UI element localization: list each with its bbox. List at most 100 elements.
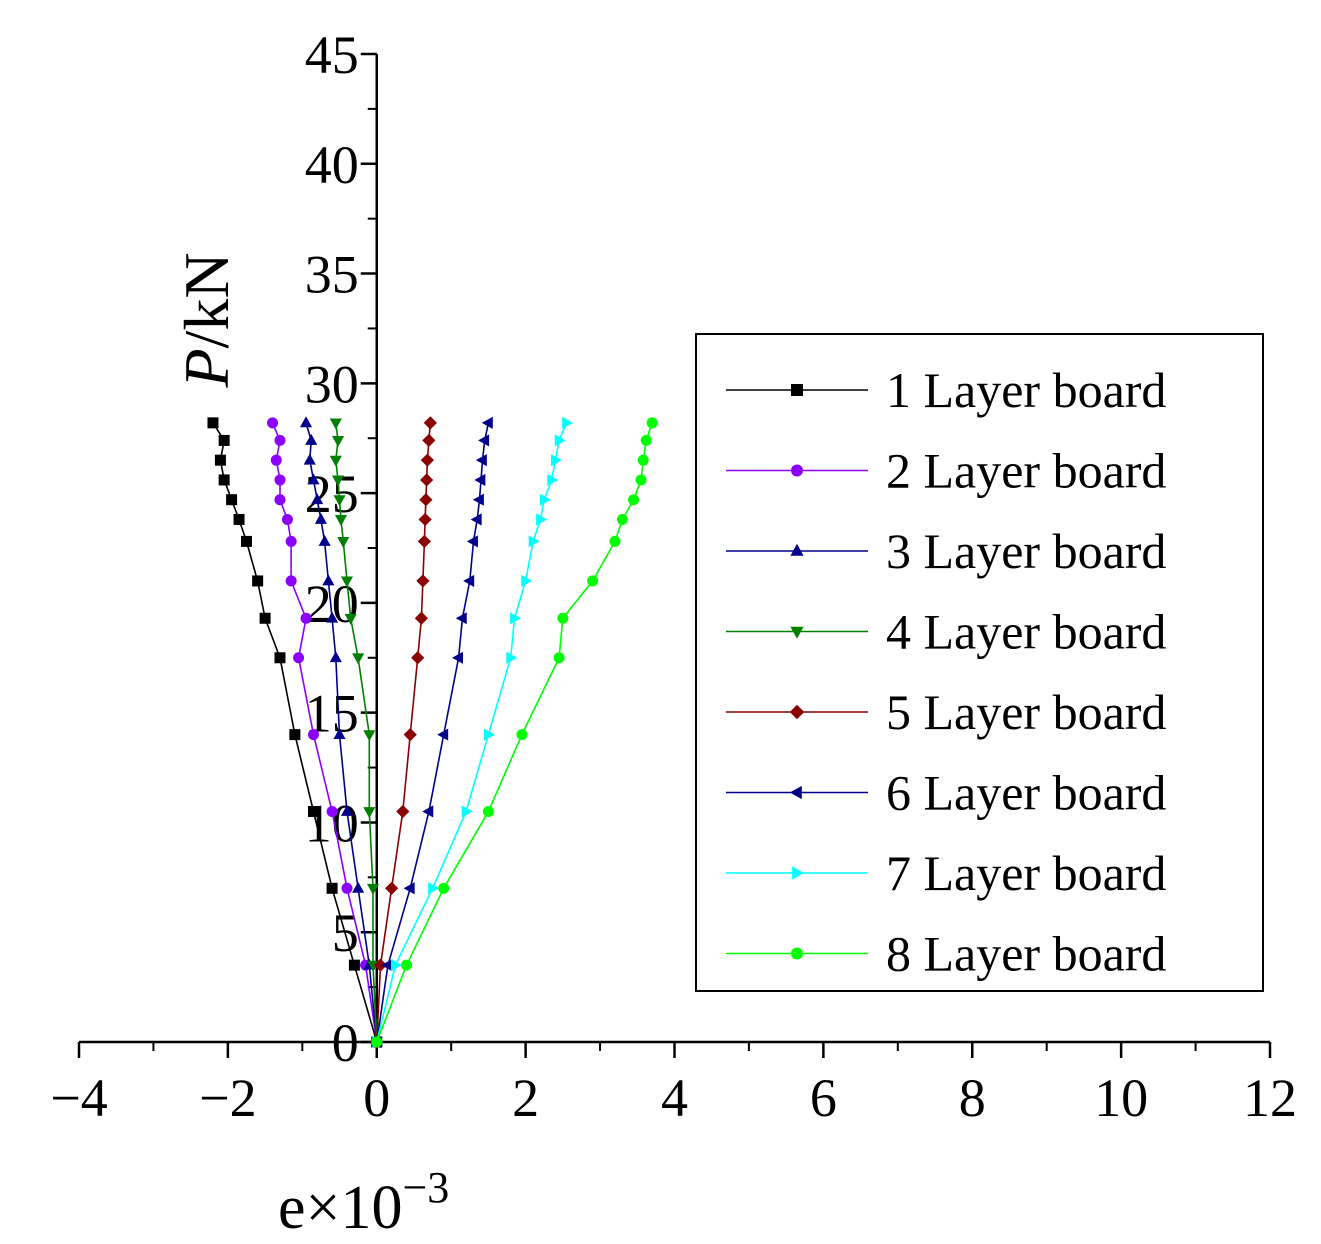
- series-4: [329, 418, 383, 1049]
- y-axis-title: P/kN: [171, 252, 242, 388]
- data-point: [218, 434, 230, 446]
- data-point: [331, 436, 345, 448]
- data-point: [510, 612, 522, 625]
- legend-swatch-marker: [789, 785, 802, 800]
- data-point: [371, 1036, 383, 1048]
- data-point: [422, 805, 434, 818]
- legend-label: 4 Layer board: [886, 604, 1166, 660]
- data-point: [455, 612, 467, 625]
- data-point: [326, 611, 339, 623]
- data-point: [481, 416, 493, 429]
- data-point: [420, 473, 434, 487]
- data-point: [274, 652, 286, 664]
- data-point: [401, 959, 413, 971]
- legend-label: 3 Layer board: [886, 523, 1166, 579]
- data-point: [554, 434, 566, 447]
- data-point: [329, 455, 342, 467]
- data-point: [521, 574, 533, 587]
- data-point: [340, 576, 354, 588]
- data-point: [420, 453, 434, 467]
- data-point: [366, 883, 380, 895]
- data-point: [536, 513, 548, 526]
- x-axis-title: e×10−3: [278, 1163, 449, 1242]
- x-axis-title-exponent: −3: [402, 1163, 449, 1212]
- data-point: [423, 416, 437, 430]
- data-point: [214, 454, 226, 466]
- data-point: [352, 881, 365, 893]
- data-point: [218, 474, 230, 486]
- data-point: [461, 805, 473, 818]
- legend-swatch-marker: [789, 704, 805, 720]
- data-point: [341, 882, 353, 894]
- x-tick-label: 4: [661, 1068, 688, 1128]
- data-point: [274, 474, 286, 486]
- data-point: [416, 574, 430, 588]
- data-point: [516, 729, 528, 741]
- data-point: [344, 613, 357, 625]
- y-tick-label: 45: [305, 25, 359, 85]
- data-point: [300, 612, 312, 624]
- data-point: [403, 882, 415, 895]
- data-point: [259, 612, 271, 624]
- x-tick-label: 12: [1243, 1068, 1297, 1128]
- data-point: [270, 454, 282, 466]
- tick-marks: [77, 52, 1272, 1058]
- legend-item-3: 3 Layer board: [726, 523, 1166, 579]
- data-point: [334, 515, 348, 527]
- y-tick-label: 10: [305, 793, 359, 853]
- series-line: [376, 422, 653, 1043]
- series-6: [370, 416, 493, 1049]
- legend-label: 6 Layer board: [886, 765, 1166, 821]
- data-point: [363, 807, 376, 819]
- data-point: [646, 417, 658, 429]
- data-point: [616, 513, 628, 525]
- data-point: [352, 653, 365, 665]
- data-point: [363, 730, 376, 742]
- data-point: [252, 575, 264, 587]
- data-point: [463, 574, 475, 587]
- data-point: [337, 537, 350, 549]
- data-point: [452, 651, 464, 664]
- data-point: [553, 652, 565, 664]
- data-point: [274, 494, 286, 506]
- data-point: [474, 473, 486, 486]
- data-point: [428, 882, 440, 895]
- data-point: [484, 728, 496, 741]
- legend-swatch-marker: [790, 626, 804, 639]
- data-point: [411, 651, 425, 665]
- legend-label: 1 Layer board: [886, 362, 1166, 418]
- data-point: [311, 493, 324, 505]
- data-point: [609, 535, 621, 547]
- legend-label: 5 Layer board: [886, 684, 1166, 740]
- data-point: [285, 575, 297, 587]
- data-point: [396, 804, 410, 819]
- data-point: [381, 959, 393, 972]
- data-point: [340, 804, 354, 816]
- legend-item-7: 7 Layer board: [726, 845, 1166, 901]
- data-point: [506, 651, 518, 664]
- data-point: [348, 959, 360, 971]
- legend-label: 7 Layer board: [886, 845, 1166, 901]
- data-point: [299, 416, 313, 428]
- x-tick-label: 6: [810, 1068, 837, 1128]
- data-point: [303, 453, 316, 465]
- legend-item-6: 6 Layer board: [726, 765, 1166, 821]
- data-point: [326, 805, 338, 817]
- data-point: [587, 575, 599, 587]
- data-point: [438, 882, 450, 894]
- legend-box: [695, 333, 1264, 992]
- data-point: [475, 454, 487, 467]
- data-point: [390, 959, 402, 972]
- x-tick-label: −4: [50, 1068, 107, 1128]
- data-point: [557, 612, 569, 624]
- data-point: [267, 417, 279, 429]
- data-point: [414, 611, 429, 625]
- data-point: [373, 958, 388, 972]
- plot-area: [207, 416, 658, 1049]
- data-point: [419, 493, 433, 507]
- data-point: [478, 434, 490, 447]
- data-point: [322, 574, 335, 586]
- series-5: [370, 416, 437, 1049]
- data-point: [418, 512, 432, 527]
